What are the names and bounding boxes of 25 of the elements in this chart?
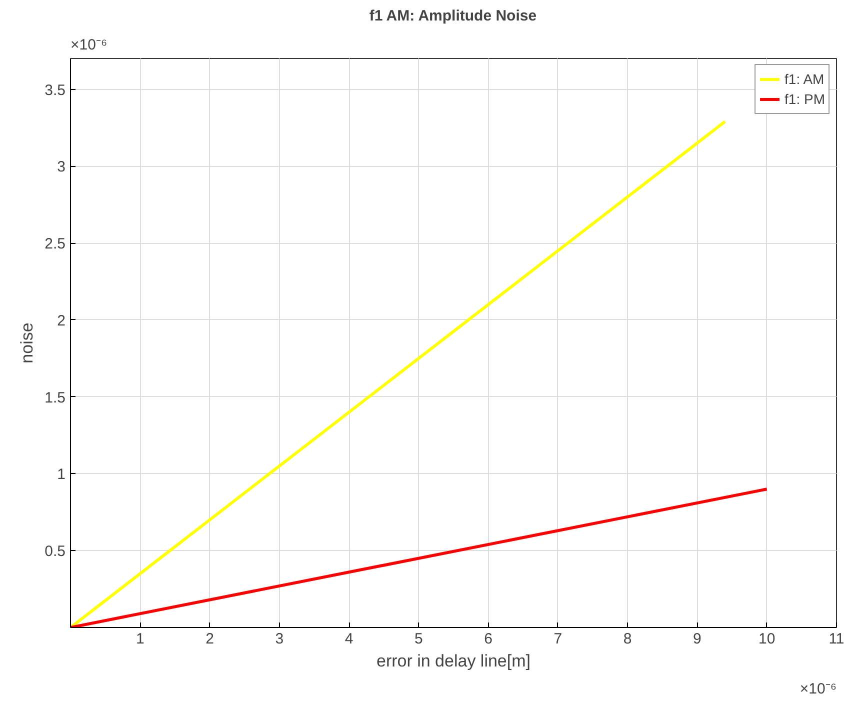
y-tick-label: 2.5 [44,236,66,253]
y-tick-label: 1 [57,466,66,484]
x-tick-label: 7 [554,630,562,648]
y-tick-label: 3.5 [44,82,66,99]
x-tick-label: 3 [275,630,284,648]
x-tick-label: 4 [344,630,354,648]
x-tick-label: 11 [828,630,844,648]
y-tick-label: 0.5 [44,543,66,560]
y-tick-label: 3 [57,158,66,176]
chart-title: f1 AM: Amplitude Noise [369,8,537,24]
x-tick-label: 10 [758,630,776,648]
x-axis-title: error in delay line[m] [376,652,531,670]
legend-label: f1: PM [784,91,825,107]
text: ×10⁻⁶ [70,36,108,54]
x-tick-label: 5 [414,630,423,648]
x-tick-label: 6 [484,630,492,648]
y-axis-title: noise [18,322,37,364]
legend-label: f1: AM [784,71,824,87]
x-tick-label: 8 [623,630,632,648]
text: ×10⁻⁶ [800,680,837,698]
x-tick-label: 9 [693,630,702,648]
x-tick-label: 1 [136,630,144,648]
y-tick-label: 1.5 [44,389,66,406]
x-tick-label: 2 [206,630,214,648]
y-tick-label: 2 [57,312,66,330]
